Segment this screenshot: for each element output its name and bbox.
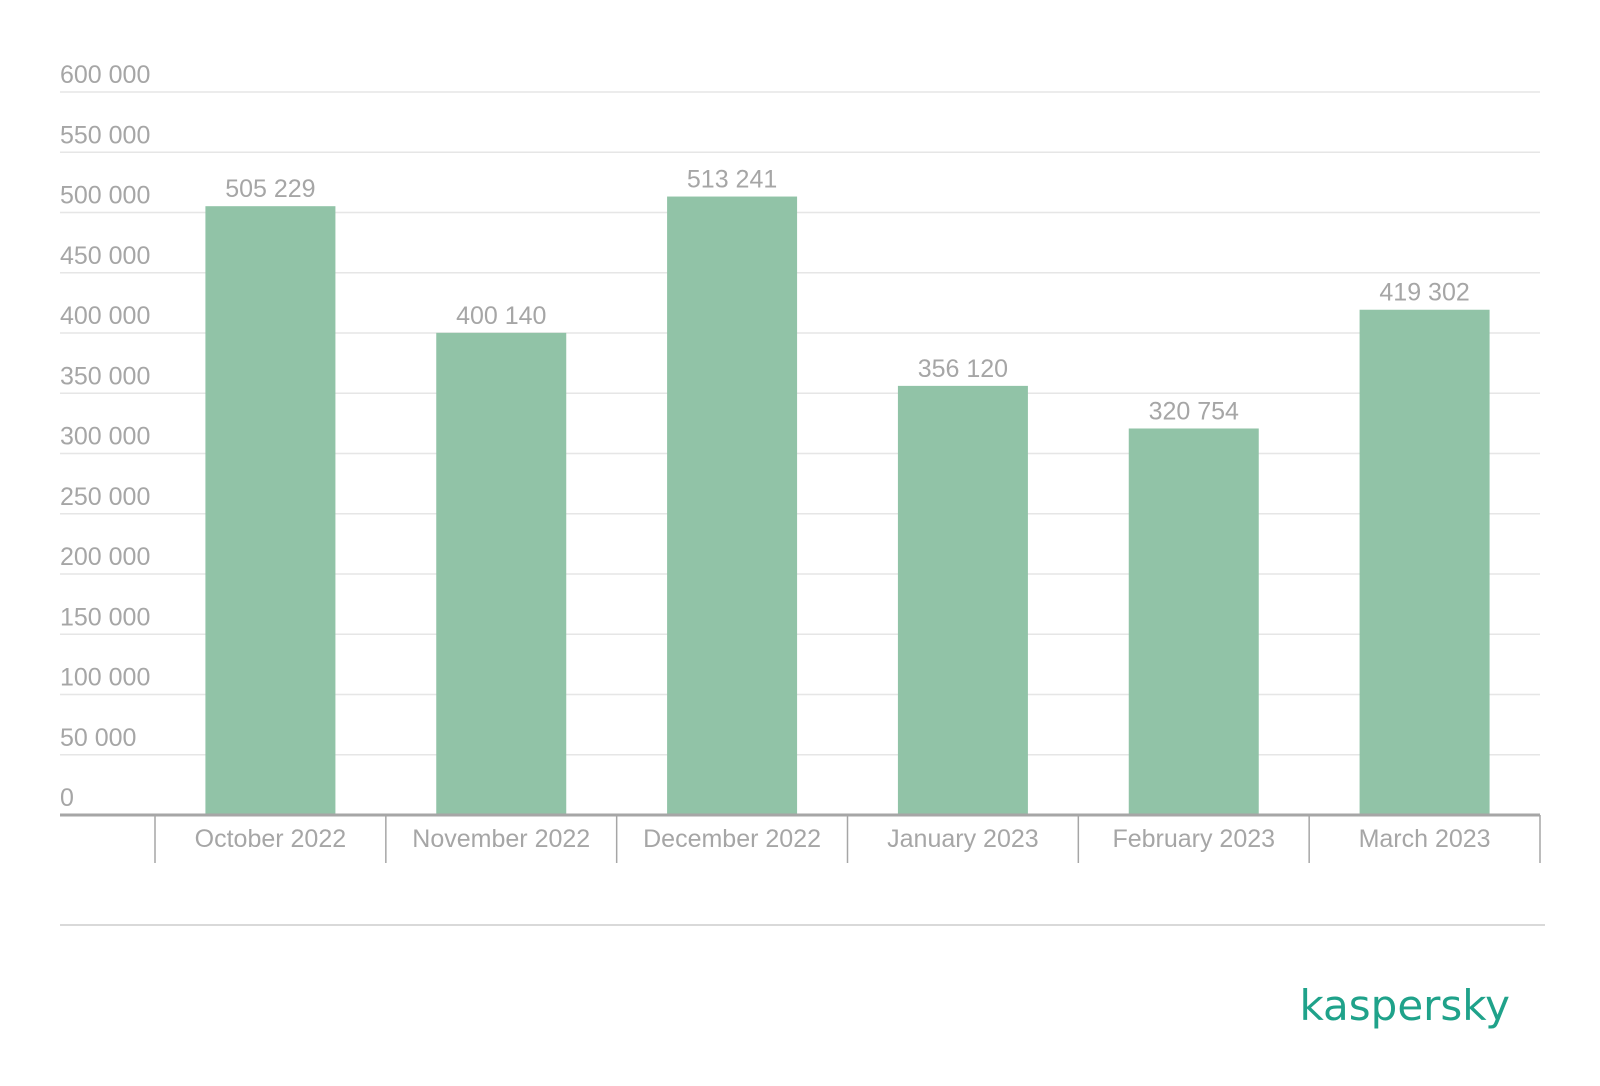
category-labels: October 2022 November 2022 December 2022 Ja… [195,825,1491,853]
y-tick-label: 0 [60,784,74,812]
kaspersky-logo: kaspersky [1299,981,1510,1030]
value-label: 400 140 [456,302,546,330]
y-tick-label: 100 000 [60,664,150,692]
bar [667,196,798,815]
value-label: 356 120 [918,355,1008,383]
x-tick-label: February 2023 [1112,825,1275,853]
bar [897,385,1028,815]
y-tick-label: 50 000 [60,724,136,752]
x-tick-label: January 2023 [887,825,1039,853]
bar [1128,428,1259,815]
y-tick-label: 400 000 [60,302,150,330]
y-tick-label: 300 000 [60,423,150,451]
y-tick-label: 500 000 [60,182,150,210]
y-tick-label: 600 000 [60,61,150,89]
x-tick-label: December 2022 [643,825,821,853]
value-label: 419 302 [1379,279,1469,307]
bars [205,196,1490,816]
x-tick-label: October 2022 [195,825,347,853]
value-label: 320 754 [1149,397,1239,425]
bar [1359,309,1490,815]
y-tick-label: 350 000 [60,362,150,390]
bar [205,206,336,816]
y-tick-label: 450 000 [60,242,150,270]
y-tick-label: 150 000 [60,603,150,631]
y-axis-ticks: 0 50 000 100 000 150 000 200 000 250 000 300 0… [60,61,150,812]
value-label: 505 229 [225,175,315,203]
y-tick-label: 250 000 [60,483,150,511]
x-axis [60,813,1541,863]
value-labels: 505 229 400 140 513 241 356 120 320 754 419 3… [225,166,1470,426]
y-tick-label: 200 000 [60,543,150,571]
bar [436,332,567,815]
x-tick-label: March 2023 [1359,825,1491,853]
x-tick-label: November 2022 [412,825,590,853]
value-label: 513 241 [687,166,777,194]
y-tick-label: 550 000 [60,121,150,149]
